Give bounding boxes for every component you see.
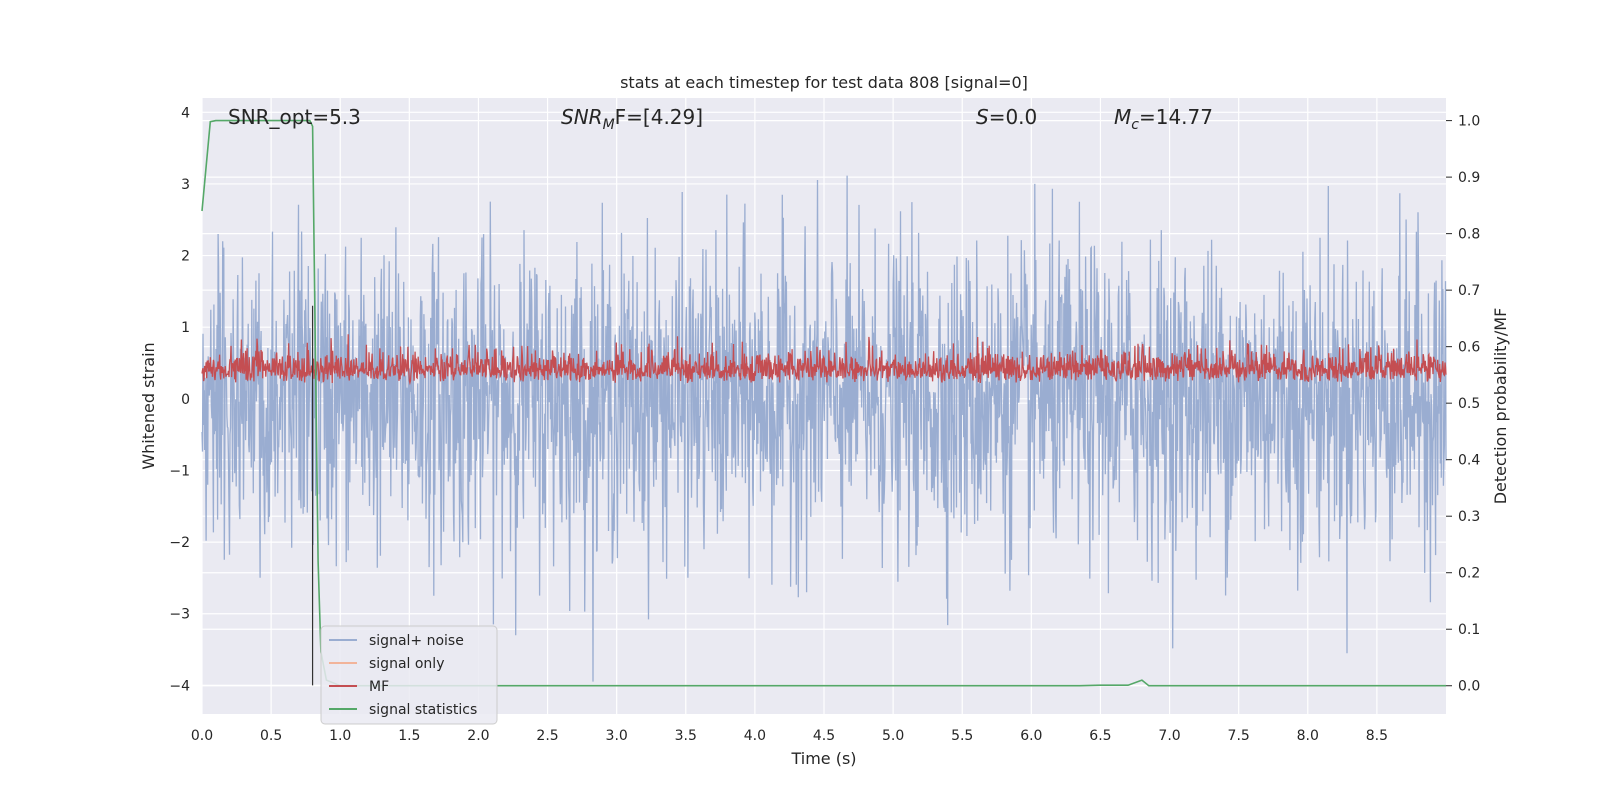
x-tick-label: 4.5 [813,728,835,744]
y-left-tick-label: 1 [181,320,190,336]
series-signal-noise [201,175,1447,682]
annotations: SNR_opt=5.3 SNRMF=[4.29] S=0.0 Mc=14.77 [228,105,1213,133]
chart-title: stats at each timestep for test data 808… [620,73,1028,92]
series-line-signal-noise [201,175,1447,682]
y-left-tick-labels: 4 3 2 1 0 −1 −2 −3 −4 [169,105,190,694]
legend-label: signal statistics [369,702,477,718]
x-tick-label: 8.5 [1366,728,1388,744]
y-right-axis-label: Detection probability/MF [1491,308,1510,505]
series-line-mf [201,334,1447,386]
y-right-tick-label: 0.5 [1458,396,1480,412]
y-left-tick-label: 4 [181,105,190,121]
y-right-tick-label: 0.3 [1458,509,1480,525]
y-right-tick-labels: 1.0 0.9 0.8 0.7 0.6 0.5 0.4 0.3 0.2 0.1 0.0 [1446,114,1480,695]
x-tick-label: 0.0 [191,728,213,744]
legend: signal+ noise signal only MF signal statist… [320,625,498,725]
x-axis-label: Time (s) [790,749,856,768]
y-right-tick-label: 0.2 [1458,566,1480,582]
annotation-snr-opt: SNR_opt=5.3 [228,105,361,129]
y-right-tick-label: 0.1 [1458,622,1480,638]
x-tick-label: 5.0 [882,728,904,744]
y-right-tick-label: 0.4 [1458,453,1480,469]
legend-label: MF [369,679,389,695]
y-right-tick-label: 0.7 [1458,283,1480,299]
y-right-tick-label: 0.8 [1458,227,1480,243]
x-tick-labels: 0.0 0.5 1.0 1.5 2.0 2.5 3.0 3.5 4.0 4.5 5.0 5.5 6.0 6… [191,728,1388,744]
annotation-snr-mf-sub: M [603,117,615,133]
y-right-tick-label: 0.9 [1458,170,1480,186]
y-right-tick-label: 1.0 [1458,114,1480,130]
y-left-tick-label: −1 [169,463,190,479]
y-left-tick-label: 0 [181,392,190,408]
y-left-axis-label: Whitened strain [139,342,158,469]
x-tick-label: 2.0 [467,728,489,744]
x-tick-label: 3.5 [675,728,697,744]
x-tick-label: 5.5 [951,728,973,744]
legend-label: signal+ noise [369,633,464,649]
legend-label: signal only [369,656,444,672]
annotation-s-main: S [976,105,989,129]
annotation-mc-sub: c [1131,117,1139,133]
y-left-tick-label: −4 [169,678,190,694]
annotation-mc-main: M [1114,105,1131,129]
x-tick-label: 1.5 [398,728,420,744]
annotation-s-tail: =0.0 [989,105,1038,129]
legend-box [320,625,498,725]
y-left-tick-label: 2 [181,249,190,265]
x-tick-label: 6.5 [1089,728,1111,744]
x-tick-label: 6.0 [1020,728,1042,744]
annotation-snr-mf: SNRMF=[4.29] [561,105,703,133]
x-tick-label: 0.5 [260,728,282,744]
x-tick-label: 2.5 [536,728,558,744]
y-left-tick-label: −3 [169,607,190,623]
annotation-mc: Mc=14.77 [1114,105,1213,133]
annotation-snr-mf-main: SNR [561,105,603,129]
x-tick-label: 7.5 [1228,728,1250,744]
x-tick-label: 4.0 [744,728,766,744]
annotation-snr-mf-tail: F=[4.29] [615,105,703,129]
y-left-tick-label: 3 [181,177,190,193]
x-tick-label: 3.0 [606,728,628,744]
y-right-tick-label: 0.0 [1458,679,1480,695]
annotation-s: S=0.0 [976,105,1037,129]
y-right-tick-label: 0.6 [1458,340,1480,356]
x-tick-label: 1.0 [329,728,351,744]
x-tick-label: 7.0 [1158,728,1180,744]
series-mf [201,334,1447,386]
y-left-tick-label: −2 [169,535,190,551]
annotation-mc-tail: =14.77 [1139,105,1213,129]
x-tick-label: 8.0 [1297,728,1319,744]
